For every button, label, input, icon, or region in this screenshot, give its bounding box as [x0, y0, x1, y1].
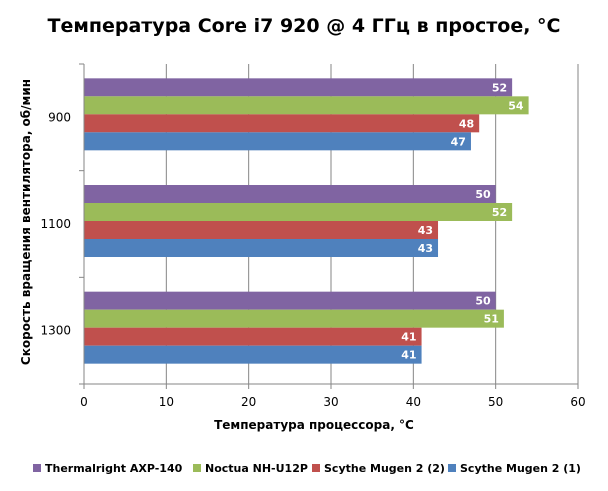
data-label: 41: [401, 349, 416, 362]
data-label: 51: [484, 313, 499, 326]
data-label: 43: [418, 224, 433, 237]
bar: [84, 291, 496, 310]
x-tick-label: 30: [323, 395, 338, 409]
legend-label: Scythe Mugen 2 (2): [324, 462, 445, 475]
x-tick-label: 0: [80, 395, 88, 409]
bar: [84, 239, 439, 257]
legend-label: Noctua NH-U12P: [205, 462, 308, 475]
legend-swatch: [312, 464, 320, 472]
data-label: 50: [475, 295, 491, 308]
x-tick-label: 50: [488, 395, 503, 409]
y-tick-label: 1100: [40, 217, 71, 231]
bar: [84, 114, 480, 133]
data-label: 41: [401, 331, 416, 344]
x-tick-label: 60: [570, 395, 585, 409]
bar: [84, 203, 513, 221]
legend-label: Scythe Mugen 2 (1): [460, 462, 581, 475]
chart-title: Температура Core i7 920 @ 4 ГГц в просто…: [47, 15, 560, 37]
axes: 0 10 20 30 40 50 60 900 1100 1300: [40, 63, 586, 409]
x-tick-label: 20: [241, 395, 256, 409]
data-label: 54: [508, 99, 524, 112]
bar: [84, 78, 513, 97]
legend-swatch: [193, 464, 201, 472]
data-label: 52: [492, 81, 507, 94]
legend-swatch: [448, 464, 456, 472]
bar: [84, 221, 439, 239]
data-label: 50: [475, 188, 491, 201]
bar: [84, 185, 496, 203]
legend: Thermalright AXP-140 Noctua NH-U12P Scythe…: [33, 462, 581, 475]
bar: [84, 96, 529, 115]
bar: [84, 327, 422, 346]
bar: [84, 309, 504, 328]
y-axis-label: Скорость вращения вентилятора, об/мин: [19, 79, 33, 365]
x-axis-label: Температура процессора, °С: [214, 418, 414, 432]
legend-swatch: [33, 464, 41, 472]
data-label: 52: [492, 206, 507, 219]
x-tick-label: 10: [159, 395, 174, 409]
legend-label: Thermalright AXP-140: [45, 462, 183, 475]
data-label: 47: [451, 135, 466, 148]
x-tick-label: 40: [406, 395, 421, 409]
bar: [84, 132, 471, 151]
y-tick-label: 1300: [40, 324, 71, 338]
data-label: 48: [459, 117, 474, 130]
data-label: 43: [418, 242, 433, 255]
bar: [84, 345, 422, 364]
y-tick-label: 900: [48, 110, 71, 124]
